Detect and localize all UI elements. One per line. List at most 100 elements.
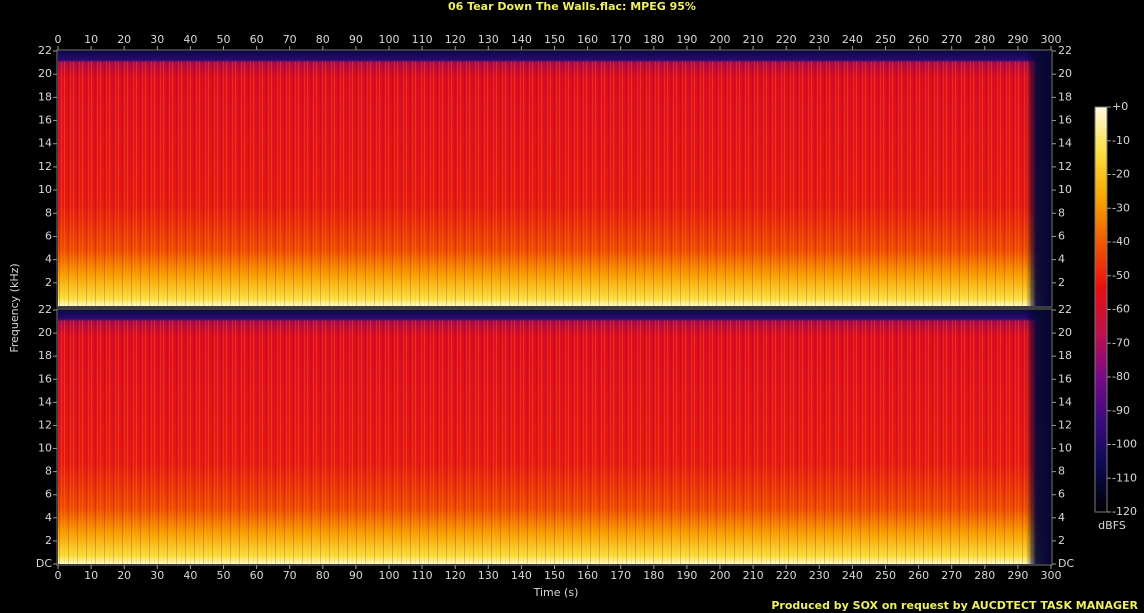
y-tick-label: 8: [45, 465, 52, 478]
x-tick-label: 180: [643, 33, 664, 46]
y-tick-label: 12: [1058, 418, 1072, 431]
x-tick-label: 290: [1007, 33, 1028, 46]
x-tick-label: 90: [349, 569, 363, 582]
x-tick-label: 150: [544, 569, 565, 582]
x-tick-label: 60: [250, 33, 264, 46]
colorbar-tick-label: -110: [1112, 471, 1137, 484]
y-tick-label: 2: [1058, 534, 1065, 547]
colorbar-label: dBFS: [1098, 519, 1126, 532]
y-tick-label: 22: [1058, 303, 1072, 316]
y-tick-label: 12: [38, 418, 52, 431]
x-tick-label: 260: [908, 33, 929, 46]
colorbar-tick-label: -30: [1112, 201, 1130, 214]
y-tick-label: 8: [45, 206, 52, 219]
x-tick-label: 110: [412, 569, 433, 582]
x-tick-label: 70: [283, 569, 297, 582]
x-tick-label: 250: [875, 569, 896, 582]
x-tick-label: 110: [412, 33, 433, 46]
colorbar-tick-label: -40: [1112, 235, 1130, 248]
x-tick-label: 150: [544, 33, 565, 46]
x-tick-label: 240: [842, 569, 863, 582]
x-tick-label: 100: [379, 33, 400, 46]
x-tick-label: 220: [776, 33, 797, 46]
x-tick-label: 230: [809, 569, 830, 582]
y-tick-label: 6: [1058, 229, 1065, 242]
y-tick-label: 22: [38, 44, 52, 57]
x-tick-label: 130: [478, 569, 499, 582]
colorbar-tick-label: -120: [1112, 505, 1137, 518]
y-tick-label: 6: [45, 488, 52, 501]
x-tick-label: 270: [941, 33, 962, 46]
x-tick-label: 210: [743, 569, 764, 582]
x-tick-label: 30: [150, 569, 164, 582]
colorbar-tick-label: -70: [1112, 336, 1130, 349]
y-tick-label: 16: [1058, 372, 1072, 385]
x-tick-label: 50: [217, 33, 231, 46]
y-tick-label: 16: [38, 114, 52, 127]
y-tick-label: 22: [1058, 44, 1072, 57]
y-tick-label: 10: [1058, 442, 1072, 455]
y-tick-label: 14: [1058, 395, 1072, 408]
chart-title: 06 Tear Down The Walls.flac: MPEG 95%: [448, 0, 696, 13]
colorbar-tick-label: -60: [1112, 303, 1130, 316]
y-tick-label: 12: [1058, 160, 1072, 173]
x-tick-label: 190: [676, 33, 697, 46]
y-tick-label: 20: [38, 326, 52, 339]
x-tick-label: 280: [974, 33, 995, 46]
colorbar-tick-label: -100: [1112, 438, 1137, 451]
y-tick-label: 18: [38, 90, 52, 103]
x-tick-label: 0: [55, 33, 62, 46]
x-tick-label: 180: [643, 569, 664, 582]
x-axis-label: Time (s): [533, 586, 579, 599]
x-tick-label: 260: [908, 569, 929, 582]
y-tick-label: 6: [45, 229, 52, 242]
x-tick-label: 170: [610, 569, 631, 582]
y-tick-label: 2: [1058, 276, 1065, 289]
y-tick-label: 20: [1058, 326, 1072, 339]
y-tick-label: 16: [1058, 114, 1072, 127]
x-tick-label: 50: [217, 569, 231, 582]
x-tick-label: 10: [84, 33, 98, 46]
colorbar-tick-label: +0: [1112, 100, 1128, 113]
y-tick-label: 20: [38, 67, 52, 80]
x-tick-label: 200: [710, 33, 731, 46]
x-tick-label: 20: [117, 33, 131, 46]
y-tick-label: DC: [1058, 557, 1074, 570]
y-tick-label: 8: [1058, 465, 1065, 478]
x-tick-label: 90: [349, 33, 363, 46]
y-tick-label: 12: [38, 160, 52, 173]
x-tick-label: 20: [117, 569, 131, 582]
x-tick-label: 40: [183, 569, 197, 582]
colorbar: [1094, 106, 1108, 513]
x-tick-label: 80: [316, 569, 330, 582]
colorbar-tick-label: -90: [1112, 404, 1130, 417]
x-tick-label: 290: [1007, 569, 1028, 582]
x-tick-label: 210: [743, 33, 764, 46]
y-tick-label: 22: [38, 303, 52, 316]
y-tick-label: 14: [38, 137, 52, 150]
y-tick-label: 2: [45, 276, 52, 289]
y-tick-label: 10: [38, 183, 52, 196]
x-tick-label: 230: [809, 33, 830, 46]
y-tick-label: 10: [1058, 183, 1072, 196]
y-tick-label: 18: [1058, 349, 1072, 362]
x-tick-label: 70: [283, 33, 297, 46]
y-tick-label: 2: [45, 534, 52, 547]
y-tick-label: 18: [38, 349, 52, 362]
spectrogram-fade: [58, 51, 1051, 306]
x-tick-label: 0: [55, 569, 62, 582]
x-tick-label: 300: [1041, 33, 1062, 46]
x-tick-label: 170: [610, 33, 631, 46]
colorbar-tick-label: -10: [1112, 134, 1130, 147]
footer: Produced by SOX on request by AUCDTECT T…: [771, 599, 1138, 612]
x-tick-label: 160: [577, 569, 598, 582]
x-tick-label: 120: [445, 569, 466, 582]
x-tick-label: 300: [1041, 569, 1062, 582]
y-axis-label: Frequency (kHz): [8, 263, 21, 352]
x-tick-label: 140: [511, 569, 532, 582]
y-tick-label: 10: [38, 442, 52, 455]
x-tick-label: 40: [183, 33, 197, 46]
y-tick-label: 8: [1058, 206, 1065, 219]
colorbar-tick-label: -20: [1112, 168, 1130, 181]
